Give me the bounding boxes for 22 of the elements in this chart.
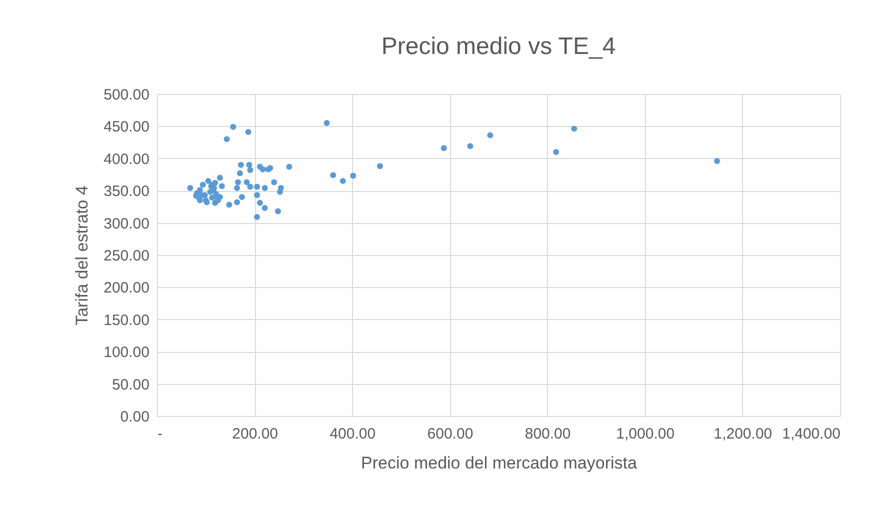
y-tick-label: 100.00	[104, 344, 150, 362]
chart-title: Precio medio vs TE_4	[381, 33, 616, 60]
x-tick-label: 600.00	[427, 426, 474, 442]
x-tick-label: -	[158, 426, 162, 442]
y-axis-title: Tarifa del estrato 4	[72, 186, 92, 326]
x-tick-label: 200.00	[232, 426, 278, 442]
x-tick-label: 400.00	[330, 426, 376, 442]
y-tick-label: 300.00	[104, 215, 150, 232]
y-tick-label: 150.00	[104, 312, 150, 329]
y-tick-label: 500.00	[104, 86, 150, 104]
x-tick-label: 1,400.00	[782, 426, 840, 442]
x-axis-title: Precio medio del mercado mayorista	[361, 454, 638, 472]
y-tick-label: 200.00	[104, 280, 150, 297]
y-tick-label: 450.00	[104, 118, 150, 136]
x-tick-label: 1,200.00	[714, 426, 772, 442]
y-tick-label: 250.00	[104, 248, 150, 264]
y-tick-label: 400.00	[104, 150, 150, 168]
y-tick-label: 350.00	[104, 183, 150, 200]
y-tick-label: 50.00	[112, 376, 150, 394]
x-tick-label: 800.00	[524, 426, 571, 442]
y-tick-label: 0.00	[120, 408, 150, 426]
x-tick-label: 1,000.00	[616, 426, 675, 442]
